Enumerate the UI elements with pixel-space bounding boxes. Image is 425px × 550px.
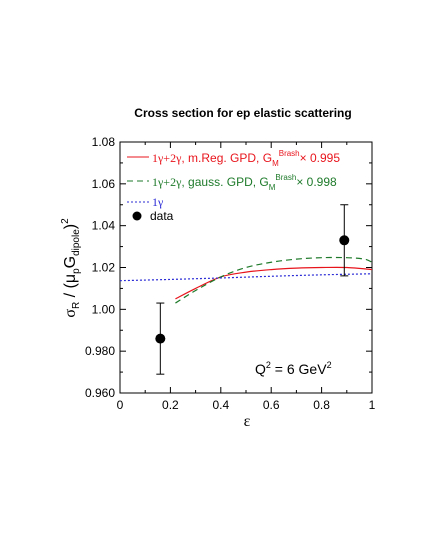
y-tick-label: 1.02	[92, 261, 116, 275]
x-tick-label: 0	[117, 398, 124, 412]
y-axis-label-sigma: σ	[62, 309, 79, 318]
x-tick-label: 0.8	[313, 398, 330, 412]
q2-annotation-mid: = 6 GeV	[271, 361, 327, 377]
y-axis-label-slash: / (μ	[62, 274, 79, 302]
series-line-gauss	[175, 256, 373, 304]
x-axis-label: ε	[244, 413, 251, 430]
legend-mreg-prefix: 1γ+2γ	[152, 151, 182, 165]
q2-annotation-q: Q	[255, 361, 266, 377]
series-line-onegamma	[119, 273, 373, 282]
legend-gauss-prefix: 1γ+2γ	[152, 175, 182, 189]
legend-mreg-sup: Brash	[279, 149, 300, 158]
legend-mreg-text: , m.Reg. GPD, G	[181, 151, 272, 165]
y-tick-label: 0.960	[85, 386, 115, 400]
data-point	[339, 235, 350, 246]
y-tick-label: 1.04	[92, 219, 116, 233]
x-tick-label: 0.2	[162, 398, 179, 412]
legend-mreg-factor: × 0.995	[300, 151, 341, 165]
q2-annotation: Q2 = 6 GeV2	[255, 360, 332, 377]
q2-annotation-sup: 2	[266, 360, 271, 370]
y-tick-label: 1.08	[92, 135, 116, 149]
y-tick-label: 1.06	[92, 177, 116, 191]
legend-text-data: data	[150, 209, 174, 223]
x-tick-label: 0.6	[263, 398, 280, 412]
legend-gauss-factor: × 0.998	[296, 175, 337, 189]
y-axis-label-mu-sub: p	[71, 268, 82, 274]
legend-marker-data	[132, 211, 142, 221]
y-axis-label: σR / (μpGdipole)2	[60, 218, 82, 318]
legend-text-gauss: 1γ+2γ, gauss. GPD, GMBrash× 0.998	[152, 173, 337, 192]
data-point	[155, 333, 166, 344]
y-tick-label: 1.00	[92, 302, 116, 316]
q2-annotation-sup2: 2	[327, 360, 332, 370]
y-axis-label-close: )	[62, 224, 79, 229]
y-axis-label-g-sub: dipole	[71, 229, 82, 256]
series-line-mreg	[175, 266, 373, 300]
data-points	[155, 204, 350, 375]
y-tick-label: 0.980	[85, 344, 115, 358]
x-tick-label: 1	[369, 398, 376, 412]
y-axis-ticks: 0.960 0.980 1.00 1.02 1.04 1.06 1.08	[85, 135, 372, 400]
series-group	[119, 256, 373, 304]
legend-text-mreg: 1γ+2γ, m.Reg. GPD, GMBrash× 0.995	[152, 149, 340, 168]
x-tick-label: 0.4	[212, 398, 229, 412]
x-axis-ticks: 0 0.2 0.4 0.6 0.8 1	[117, 142, 376, 412]
legend-gauss-sup: Brash	[275, 173, 296, 182]
y-axis-label-g: G	[62, 256, 79, 268]
y-axis-label-power: 2	[60, 218, 71, 224]
legend-mreg-sub: M	[272, 159, 279, 168]
legend: 1γ+2γ, m.Reg. GPD, GMBrash× 0.995 1γ+2γ,…	[127, 149, 340, 223]
legend-gauss-sub: M	[269, 183, 276, 192]
legend-gauss-text: , gauss. GPD, G	[181, 175, 268, 189]
y-axis-label-sigma-sub: R	[71, 302, 82, 309]
legend-text-onegamma: 1γ	[152, 195, 164, 209]
chart-title: Cross section for ep elastic scattering	[134, 106, 351, 120]
